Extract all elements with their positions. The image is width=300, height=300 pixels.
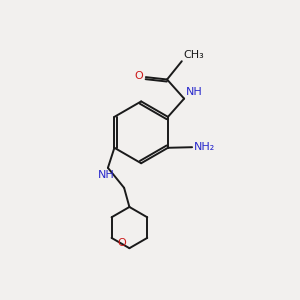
Text: CH₃: CH₃	[183, 50, 204, 60]
Text: NH: NH	[98, 169, 115, 180]
Text: NH₂: NH₂	[194, 142, 215, 152]
Text: NH: NH	[186, 87, 203, 98]
Text: O: O	[118, 238, 126, 248]
Text: O: O	[135, 71, 143, 81]
